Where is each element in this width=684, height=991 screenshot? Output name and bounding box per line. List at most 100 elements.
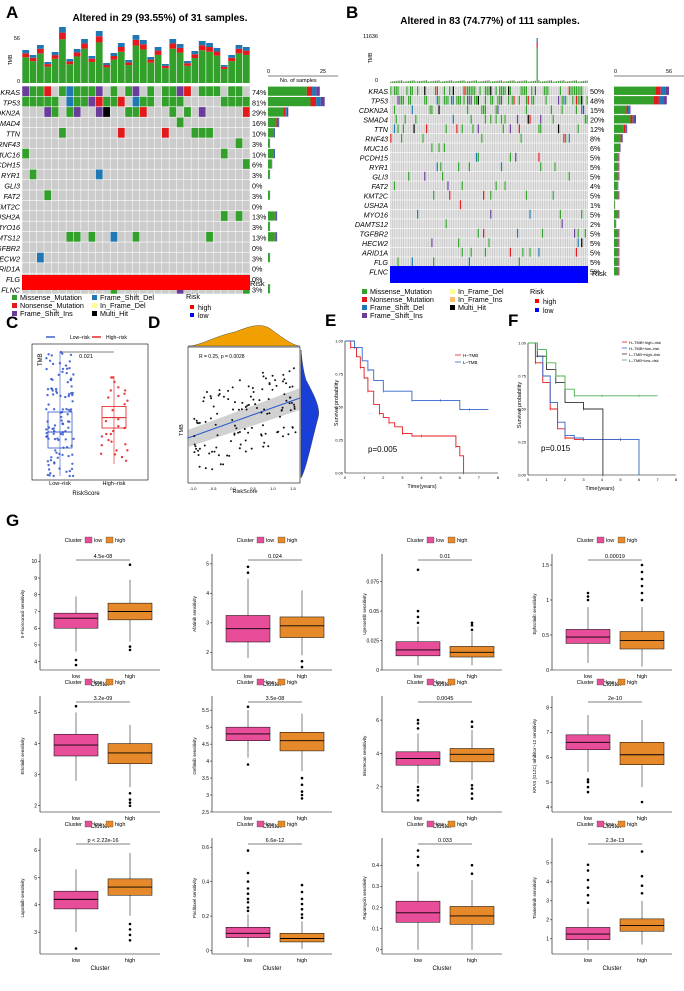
oncoplot-cell <box>184 148 191 159</box>
boxplot-outlier <box>416 722 420 725</box>
panel-c-point <box>45 357 48 360</box>
oncoplot-cell <box>51 107 59 117</box>
oncoplot-cell <box>570 200 572 210</box>
oncoplot-cell <box>220 263 228 273</box>
oncoplot-cell <box>495 86 497 96</box>
gene-count-bar-segment <box>316 97 321 107</box>
oncoplot-cell <box>522 105 524 115</box>
oncoplot-cell <box>447 181 449 191</box>
oncoplot-cell <box>95 159 103 169</box>
oncoplot-cell <box>66 107 74 117</box>
oncoplot-cell <box>393 257 396 267</box>
boxplot-xlabel: Cluster <box>602 682 621 688</box>
panel-d-point <box>227 398 230 401</box>
boxplot-ytick: 2 <box>206 650 209 656</box>
oncoplot-cell <box>29 242 37 253</box>
oncoplot-cell <box>488 152 490 162</box>
oncoplot-cell <box>404 238 406 248</box>
oncoplot-cell <box>29 211 37 221</box>
oncoplot-cell <box>484 152 487 162</box>
oncoplot-cell <box>518 152 520 162</box>
cluster-legend-low-swatch <box>596 678 605 686</box>
oncoplot-cell <box>532 181 535 191</box>
boxplot-xtick-low: low <box>584 816 592 822</box>
oncoplot-cell <box>169 252 177 263</box>
oncoplot-cell <box>525 133 528 143</box>
oncoplot-cell <box>228 190 236 201</box>
oncoplot-cell <box>415 247 417 257</box>
oncoplot-cell <box>228 117 236 128</box>
oncoplot-cell <box>524 181 526 191</box>
oncoplot-cell <box>509 247 512 257</box>
oncoplot-cell <box>81 117 88 128</box>
panel-d-point <box>239 443 242 446</box>
tmb-bar-segment <box>88 56 96 59</box>
oncoplot-cell <box>479 238 481 248</box>
survival-ytick: 0.00 <box>335 471 344 476</box>
panel-d-point <box>271 374 274 377</box>
oncoplot-cell <box>552 162 554 172</box>
panel-c-point <box>64 438 68 441</box>
cluster-legend-low: low <box>266 822 274 828</box>
oncoplot-cell <box>176 221 184 232</box>
oncoplot-cell <box>402 209 405 219</box>
oncoplot-cell <box>540 152 542 162</box>
oncoplot-cell <box>422 190 424 200</box>
boxplot-outlier <box>300 790 304 793</box>
oncoplot-cell <box>470 143 472 153</box>
cluster-legend-low: low <box>266 538 274 544</box>
oncoplot-cell <box>475 247 478 257</box>
oncoplot-cell <box>397 171 399 181</box>
oncoplot-cell <box>454 133 456 143</box>
oncoplot-cell <box>445 190 447 200</box>
oncoplot-cell <box>440 238 442 248</box>
oncoplot-cell <box>176 179 184 190</box>
oncoplot-cell <box>169 231 177 242</box>
oncoplot-cell <box>536 105 538 115</box>
oncoplot-cell <box>242 200 250 211</box>
panel-c-point <box>65 446 69 449</box>
oncoplot-cell <box>527 238 529 248</box>
oncoplot-cell <box>513 105 515 115</box>
oncoplot-cell <box>184 231 191 242</box>
oncoplot-cell <box>397 190 399 200</box>
oncoplot-cell <box>393 171 396 181</box>
oncoplot-cell <box>429 238 431 248</box>
oncoplot-cell <box>536 238 538 248</box>
oncoplot-cell <box>191 263 199 273</box>
oncoplot-cell <box>191 221 199 232</box>
oncoplot-cell <box>433 200 435 210</box>
oncoplot-cell <box>400 219 403 229</box>
oncoplot-cell <box>575 209 578 219</box>
boxplot-ytick: 2 <box>546 918 549 924</box>
oncoplot-cell <box>147 169 155 180</box>
oncoplot-cell <box>491 114 494 124</box>
oncoplot-cell <box>132 221 140 232</box>
oncoplot-cell <box>408 105 410 115</box>
tmb-bar-segment <box>162 68 169 83</box>
oncoplot-cell <box>409 86 412 96</box>
oncoplot-cell <box>459 95 462 105</box>
oncoplot-cell <box>59 96 66 107</box>
oncoplot-cell <box>497 200 499 210</box>
oncoplot-cell <box>443 190 446 200</box>
tmb-bar-segment <box>117 47 125 52</box>
oncoplot-cell <box>418 124 421 134</box>
oncoplot-cell <box>481 114 483 124</box>
oncoplot-cell <box>169 159 177 169</box>
gene-count-bar-segment <box>632 115 635 124</box>
oncoplot-cell <box>532 114 535 124</box>
oncoplot-cell <box>572 171 574 181</box>
oncoplot-cell <box>434 171 437 181</box>
oncoplot-cell <box>169 86 177 97</box>
oncoplot-cell <box>418 181 421 191</box>
boxplot-outlier <box>470 872 474 875</box>
oncoplot-cell <box>88 179 96 190</box>
panel-c-point <box>59 432 63 435</box>
panel-letter-e: E <box>325 311 336 330</box>
oncoplot-cell <box>515 247 517 257</box>
oncoplot-cell <box>481 162 483 172</box>
oncoplot-cell <box>434 190 437 200</box>
oncoplot-cell <box>427 238 429 248</box>
oncoplot-cell <box>411 86 413 96</box>
